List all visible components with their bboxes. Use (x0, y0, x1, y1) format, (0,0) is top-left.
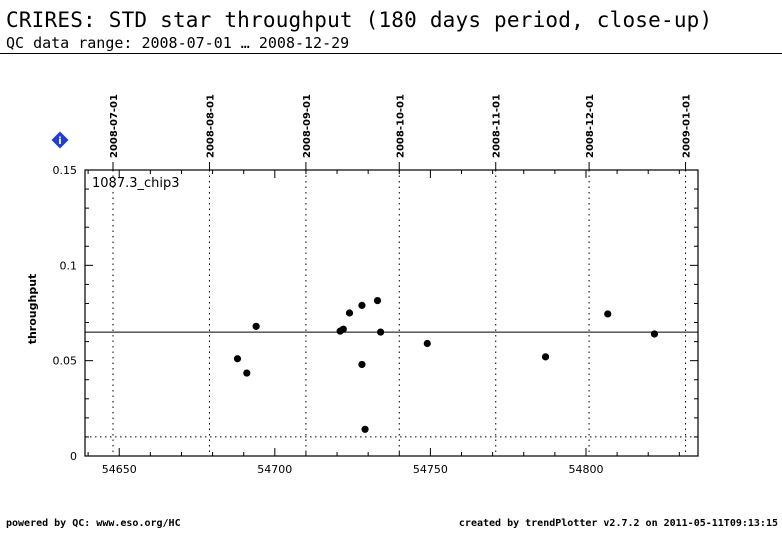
date-tick-label: 2008-11-01 (492, 94, 503, 158)
data-point (650, 330, 659, 338)
header-divider (0, 53, 782, 54)
y-axis-title: throughput (26, 274, 39, 345)
axes (84, 169, 699, 457)
data-point (423, 339, 431, 348)
plot-frame (84, 169, 699, 457)
y-tick-label: 0 (70, 450, 77, 463)
data-point (358, 360, 366, 369)
chart-title: CRIRES: STD star throughput (180 days pe… (6, 8, 713, 32)
x-tick-label: 54700 (257, 463, 292, 476)
chart-subtitle: QC data range: 2008-07-01 … 2008-12-29 (6, 34, 350, 52)
series-annotation: 1087.3_chip3 (92, 176, 180, 191)
data-point (377, 328, 385, 336)
date-tick-label: 2009-01-01 (682, 94, 693, 158)
labels: 2008-07-01 2008-08-01 2008-09-01 2008-10-01… (26, 94, 693, 476)
data-point (243, 369, 251, 377)
y-tick-label: 0.15 (53, 164, 78, 177)
data-point (361, 425, 369, 433)
date-tick-label: 2008-08-01 (205, 94, 216, 158)
data-point (339, 325, 347, 333)
data-point (373, 297, 382, 305)
x-tick-label: 54750 (413, 463, 448, 476)
data-point (541, 353, 550, 361)
date-tick-label: 2008-12-01 (585, 94, 596, 158)
info-icon: i (51, 131, 69, 149)
x-tick-label: 54800 (568, 463, 603, 476)
grid-layer (112, 162, 687, 456)
date-tick-label: 2008-09-01 (302, 94, 313, 158)
data-point (604, 310, 612, 318)
data-point (358, 301, 366, 309)
data-point (252, 322, 260, 330)
y-tick-label: 0.1 (60, 259, 78, 272)
date-tick-label: 2008-10-01 (395, 94, 406, 158)
info-icon-glyph: i (58, 136, 61, 147)
data-point (233, 355, 242, 363)
y-tick-label: 0.05 (53, 355, 78, 368)
data-point (345, 309, 354, 317)
date-tick-label: 2008-07-01 (109, 94, 120, 158)
reference-lines (85, 331, 698, 438)
footer-powered-by: powered by QC: www.eso.org/HC (6, 518, 181, 529)
x-tick-label: 54650 (102, 463, 137, 476)
data-points (233, 297, 659, 433)
footer-created-by: created by trendPlotter v2.7.2 on 2011-0… (458, 518, 778, 529)
